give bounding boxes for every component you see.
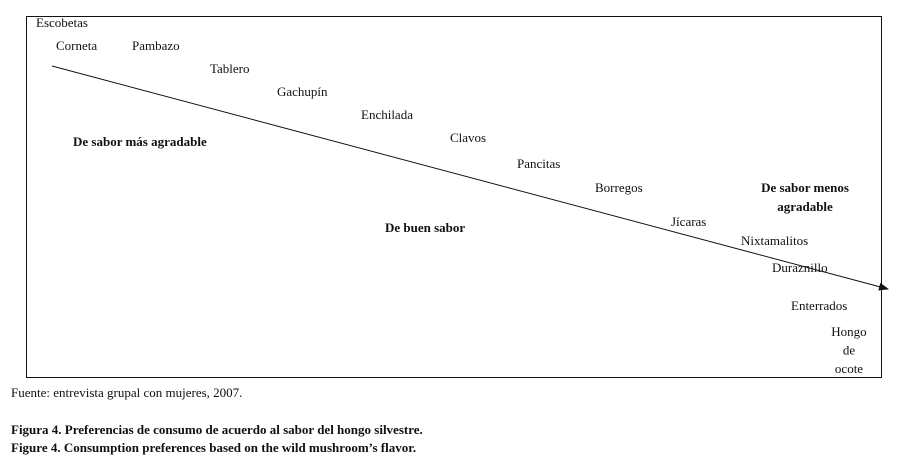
caption-en: Figure 4. Consumption preferences based … bbox=[11, 440, 416, 455]
region-label: De sabor menos bbox=[761, 180, 849, 195]
region-label: De buen sabor bbox=[385, 220, 465, 235]
item-label: Enchilada bbox=[361, 107, 413, 122]
item-label: Corneta bbox=[56, 38, 97, 53]
item-label: Pambazo bbox=[132, 38, 180, 53]
item-label: de bbox=[843, 342, 856, 357]
region-label: agradable bbox=[777, 199, 833, 214]
item-label: Jícaras bbox=[671, 214, 706, 229]
item-label: Nixtamalitos bbox=[741, 233, 808, 248]
item-label: Clavos bbox=[450, 130, 486, 145]
item-label: Pancitas bbox=[517, 156, 560, 171]
item-label: Gachupín bbox=[277, 84, 328, 99]
item-label: Tablero bbox=[210, 61, 250, 76]
caption-es: Figura 4. Preferencias de consumo de acu… bbox=[11, 422, 423, 437]
frame bbox=[26, 16, 882, 378]
item-label: Hongo bbox=[831, 324, 866, 339]
item-label: Borregos bbox=[595, 180, 643, 195]
item-label: Duraznillo bbox=[772, 260, 828, 275]
preference-arrow bbox=[51, 65, 889, 291]
item-label: ocote bbox=[835, 361, 863, 376]
region-label: De sabor más agradable bbox=[73, 134, 207, 149]
item-label: Enterrados bbox=[791, 298, 847, 313]
item-label: Escobetas bbox=[36, 15, 88, 30]
source: Fuente: entrevista grupal con mujeres, 2… bbox=[11, 385, 242, 400]
